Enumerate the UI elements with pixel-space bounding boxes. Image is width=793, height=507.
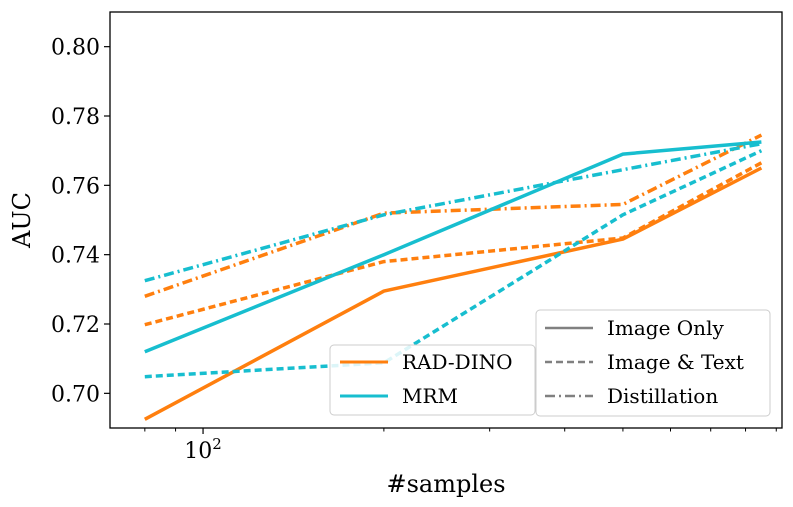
legend-label-image-and-text: Image & Text xyxy=(607,350,744,374)
x-tick-label: 102 xyxy=(184,435,222,464)
series-rad-dino-distillation-line xyxy=(144,133,763,298)
series-mrm-distillation-line xyxy=(144,141,762,283)
y-tick-label: 0.78 xyxy=(51,105,100,130)
legend-styles: Image Only Image & Text Distillation xyxy=(535,309,771,417)
y-tick-label: 0.74 xyxy=(51,244,100,269)
y-tick-label: 0.76 xyxy=(51,174,100,199)
legend-label-image-only: Image Only xyxy=(607,316,724,340)
y-axis-title: AUC xyxy=(8,192,36,249)
series-rad-dino-image-and-text-line xyxy=(144,161,763,327)
legend-label-rad-dino: RAD-DINO xyxy=(402,350,513,374)
y-tick-label: 0.72 xyxy=(51,313,100,338)
x-axis-title: #samples xyxy=(386,470,505,498)
legend-models: RAD-DINO MRM xyxy=(329,344,536,416)
series-mrm-image-and-text-line xyxy=(144,149,763,379)
y-tick-label: 0.80 xyxy=(51,36,100,61)
plot-area-frame xyxy=(109,11,783,429)
x-axis-ticks: 102 xyxy=(144,428,777,464)
y-tick-label: 0.70 xyxy=(51,382,100,407)
legend-styles-box xyxy=(535,309,771,417)
series-layer xyxy=(143,133,763,421)
legend-label-distillation: Distillation xyxy=(607,384,718,408)
legend-label-mrm: MRM xyxy=(402,384,458,408)
series-rad-dino-image-only-line xyxy=(143,166,763,421)
y-axis-ticks: 0.70 0.72 0.74 0.76 0.78 0.80 xyxy=(51,36,110,407)
series-mrm-image-only-line xyxy=(144,140,762,354)
